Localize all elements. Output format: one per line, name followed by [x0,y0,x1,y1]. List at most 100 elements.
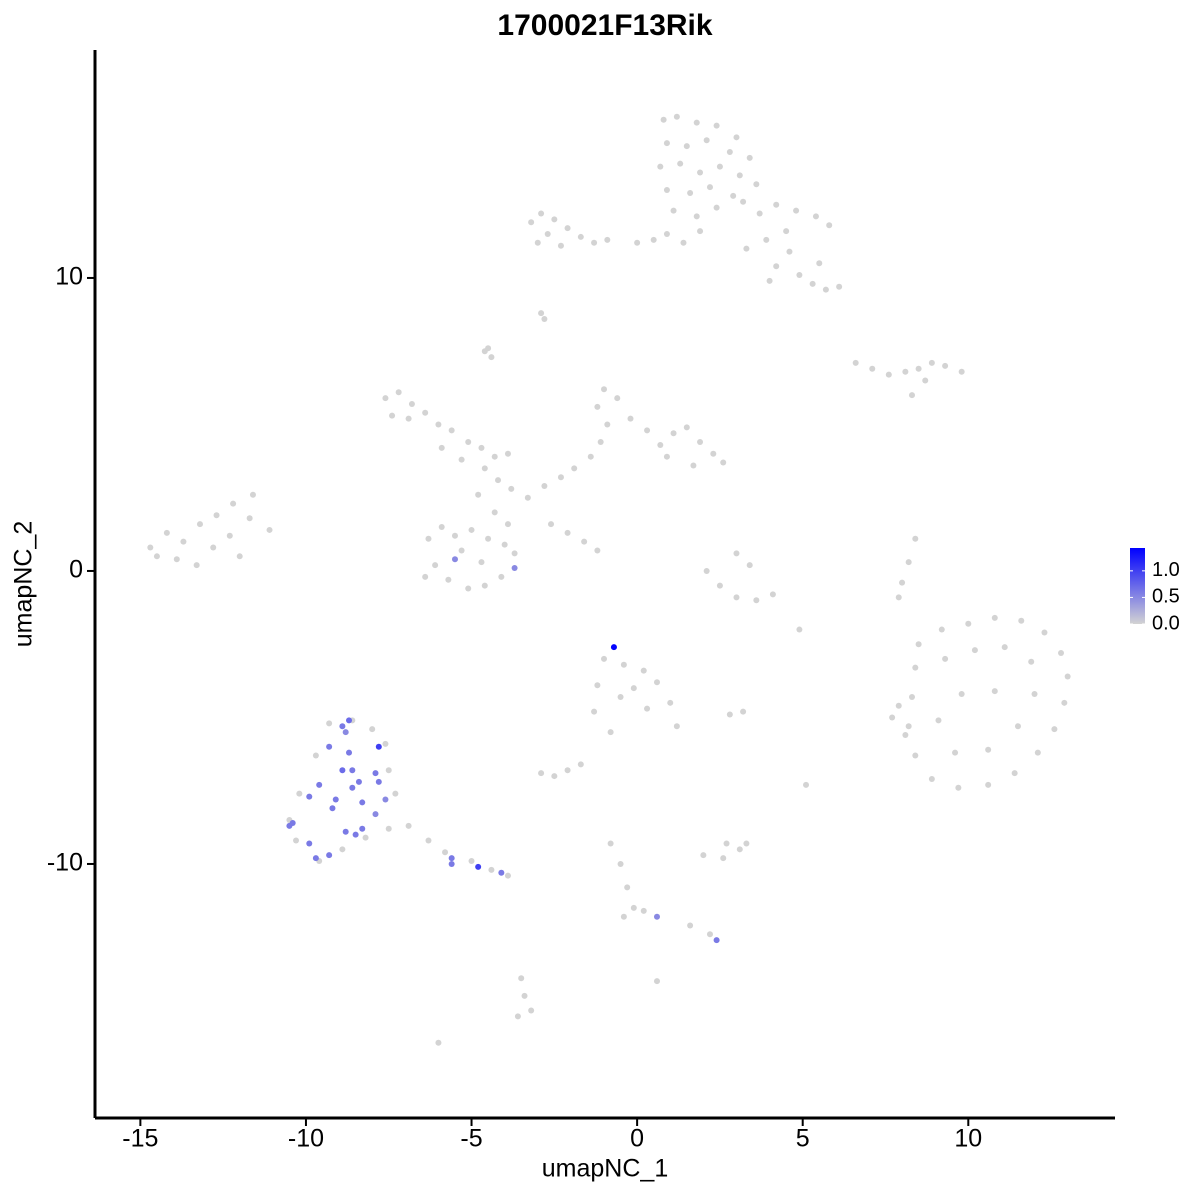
point [594,682,601,689]
point [438,444,445,451]
point [306,840,313,847]
point [196,521,203,528]
point [352,831,359,838]
point [557,474,564,481]
point [958,691,965,698]
point [458,456,465,463]
point [210,544,217,551]
point [286,822,293,829]
x-tick-label: 5 [796,1125,810,1153]
point [435,421,442,428]
point [942,362,949,369]
point [465,439,472,446]
point [591,239,598,246]
point [465,585,472,592]
point [448,860,455,867]
point [773,263,780,270]
point [405,415,412,422]
point [991,688,998,695]
point [445,576,452,583]
point [644,427,651,434]
x-tick-label: -10 [288,1125,324,1153]
point [1034,749,1041,756]
point [630,904,637,911]
point [362,834,369,841]
point [339,846,346,853]
point [660,116,667,123]
point [425,535,432,542]
point [501,541,508,548]
point [514,1013,521,1020]
point [604,236,611,243]
point [743,840,750,847]
point [677,160,684,167]
point [733,134,740,141]
point [448,427,455,434]
point [657,441,664,448]
point [706,184,713,191]
point [369,726,376,733]
point [1028,658,1035,665]
point [485,535,492,542]
point [597,439,604,446]
point [905,723,912,730]
point [508,485,515,492]
point [942,655,949,662]
point [577,761,584,768]
point [673,723,680,730]
x-tick-label: -15 [122,1125,158,1153]
point [564,767,571,774]
point [753,597,760,604]
point [922,377,929,384]
point [902,732,909,739]
point [249,491,256,498]
point [495,477,502,484]
point [312,752,319,759]
point [736,846,743,853]
point [435,1039,442,1046]
x-tick-label: 10 [954,1125,982,1153]
point [713,122,720,129]
point [359,825,366,832]
point [538,310,545,317]
point [1041,629,1048,636]
point [740,708,747,715]
point [594,547,601,554]
point [266,526,273,533]
point [723,840,730,847]
point [617,860,624,867]
point [153,553,160,560]
point [783,228,790,235]
point [653,978,660,985]
point [640,667,647,674]
point [236,553,243,560]
point [885,371,892,378]
point [803,781,810,788]
point [382,740,389,747]
point [405,822,412,829]
point [617,693,624,700]
point [392,790,399,797]
point [458,547,465,554]
point [312,855,319,862]
point [620,661,627,668]
point [895,594,902,601]
point [293,837,300,844]
point [296,790,303,797]
point [147,544,154,551]
point [627,415,634,422]
y-tick-label: 10 [55,263,83,291]
point [601,655,608,662]
point [958,368,965,375]
point [451,556,458,563]
point [551,773,558,780]
point [173,556,180,563]
point [571,465,578,472]
point [349,767,356,774]
point [769,591,776,598]
point [796,272,803,279]
colorbar [1130,548,1145,624]
x-tick-label: 0 [630,1125,644,1153]
colorbar-label: 0.5 [1152,586,1180,608]
